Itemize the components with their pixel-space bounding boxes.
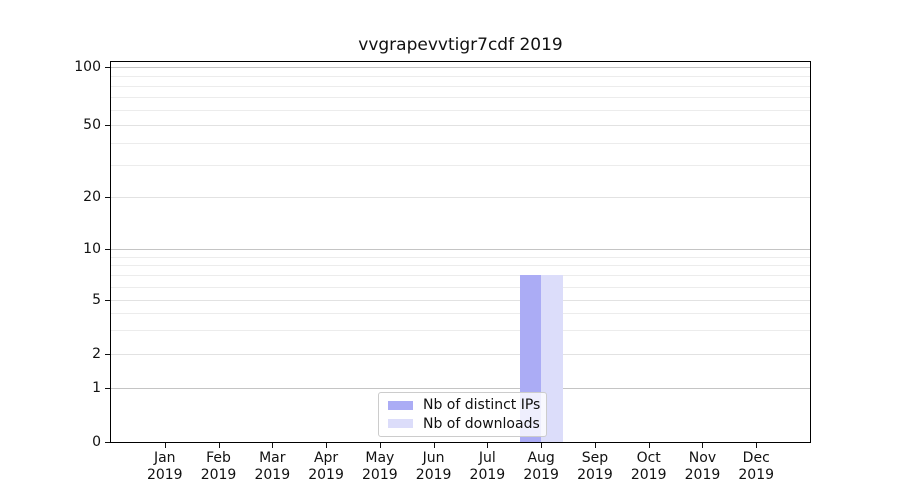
y-tick-mark bbox=[105, 67, 110, 68]
gridline-minor bbox=[111, 354, 810, 355]
x-tick-label: Oct 2019 bbox=[630, 450, 667, 483]
x-tick-mark bbox=[541, 443, 543, 448]
x-tick-mark bbox=[272, 443, 274, 448]
x-tick-mark bbox=[702, 443, 704, 448]
gridline-minor bbox=[111, 109, 810, 111]
x-tick-label: Mar 2019 bbox=[254, 450, 291, 483]
x-tick-mark bbox=[756, 443, 758, 448]
plot-generated bbox=[111, 62, 810, 442]
gridline-minor bbox=[111, 165, 810, 167]
x-tick-mark bbox=[487, 443, 489, 448]
gridline-major bbox=[111, 67, 810, 68]
gridline-minor bbox=[111, 125, 810, 126]
gridline-minor bbox=[111, 75, 810, 77]
x-tick-label: Nov 2019 bbox=[684, 450, 721, 483]
gridline-minor bbox=[111, 96, 810, 98]
plot-area: Nb of distinct IPs Nb of downloads bbox=[110, 61, 811, 443]
gridline-major bbox=[111, 388, 810, 389]
legend-label-distinct-ips: Nb of distinct IPs bbox=[423, 397, 541, 414]
x-tick-label: Aug 2019 bbox=[523, 450, 559, 483]
y-tick-mark bbox=[105, 354, 110, 355]
gridline-minor bbox=[111, 300, 810, 301]
y-tick-mark bbox=[105, 125, 110, 126]
y-tick-mark bbox=[105, 197, 110, 198]
legend-item-distinct-ips: Nb of distinct IPs bbox=[386, 397, 540, 413]
legend-label-downloads: Nb of downloads bbox=[423, 415, 540, 432]
legend-swatch-downloads bbox=[388, 419, 413, 429]
legend: Nb of distinct IPs Nb of downloads bbox=[378, 392, 547, 437]
x-tick-label: Dec 2019 bbox=[738, 450, 775, 483]
legend-item-downloads: Nb of downloads bbox=[386, 416, 540, 432]
y-tick-label: 1 bbox=[92, 380, 101, 396]
x-tick-mark bbox=[433, 443, 435, 448]
y-tick-label: 0 bbox=[92, 434, 101, 450]
x-tick-mark bbox=[326, 443, 328, 448]
x-tick-mark bbox=[594, 443, 596, 448]
gridline-minor bbox=[111, 330, 810, 332]
y-tick-label: 10 bbox=[83, 241, 101, 257]
y-tick-mark bbox=[105, 442, 110, 443]
x-tick-label: Sep 2019 bbox=[577, 450, 613, 483]
gridline-minor bbox=[111, 275, 810, 277]
x-tick-label: May 2019 bbox=[362, 450, 398, 483]
x-tick-mark bbox=[218, 443, 220, 448]
y-tick-label: 100 bbox=[74, 59, 101, 75]
y-tick-mark bbox=[105, 300, 110, 301]
y-tick-label: 2 bbox=[92, 346, 101, 362]
x-tick-label: Apr 2019 bbox=[308, 450, 344, 483]
gridline-minor bbox=[111, 142, 810, 144]
x-tick-label: Jun 2019 bbox=[415, 450, 452, 483]
legend-swatch-distinct-ips bbox=[388, 400, 413, 410]
x-tick-mark bbox=[379, 443, 381, 448]
x-tick-label: Feb 2019 bbox=[200, 450, 237, 483]
gridline-minor bbox=[111, 286, 810, 288]
gridline-minor bbox=[111, 313, 810, 315]
gridline-major bbox=[111, 249, 810, 250]
y-tick-mark bbox=[105, 249, 110, 250]
y-tick-label: 5 bbox=[92, 292, 101, 308]
gridline-minor bbox=[111, 85, 810, 87]
x-tick-label: Jul 2019 bbox=[469, 450, 506, 483]
gridline-minor bbox=[111, 256, 810, 258]
gridline-minor bbox=[111, 265, 810, 267]
x-tick-label: Jan 2019 bbox=[146, 450, 183, 483]
chart-title: vvgrapevvtigr7cdf 2019 bbox=[358, 35, 563, 55]
x-tick-mark bbox=[164, 443, 166, 448]
gridline-minor bbox=[111, 197, 810, 198]
x-tick-mark bbox=[648, 443, 650, 448]
y-tick-mark bbox=[105, 388, 110, 389]
y-tick-label: 50 bbox=[83, 117, 101, 133]
y-tick-label: 20 bbox=[83, 189, 101, 205]
